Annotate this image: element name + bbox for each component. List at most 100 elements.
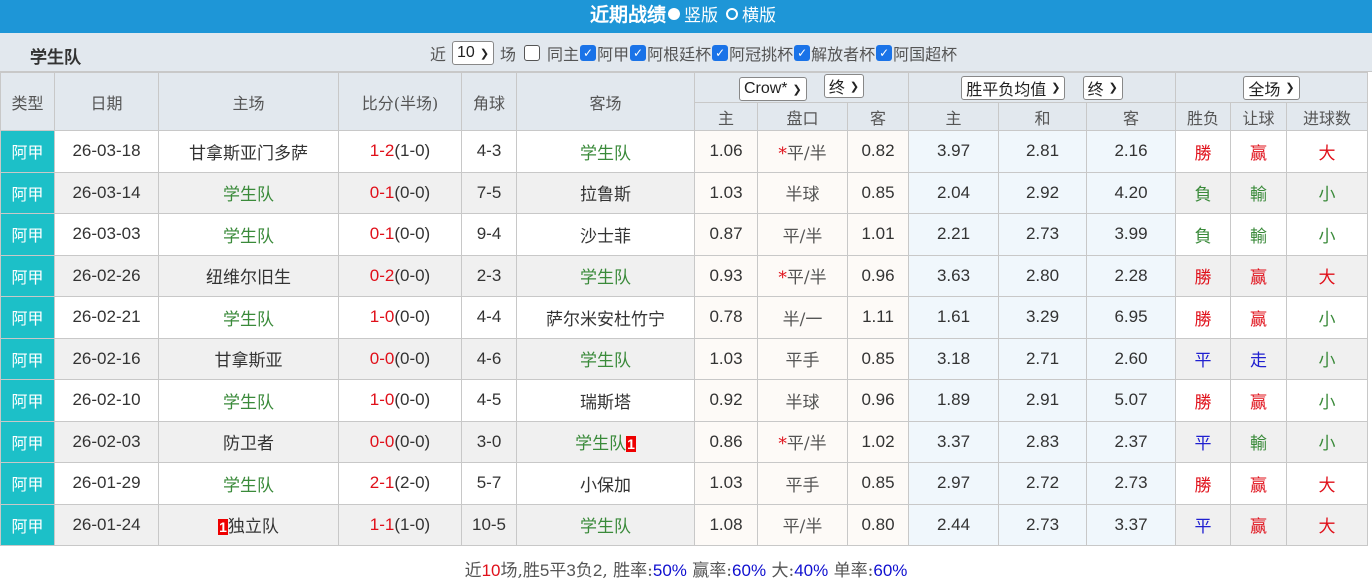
summary-text: 大: [766,561,795,581]
match-score[interactable]: 0-1(0-0) [338,171,462,214]
away-team[interactable]: 学生队 [516,130,695,173]
handicap-line: 平手 [757,337,848,380]
table-row[interactable]: 阿甲 26-01-24 1独立队 1-1(1-0) 10-5 学生队 1.08 平/半 0.80… [0,503,1369,546]
match-type[interactable]: 阿甲 [0,213,55,256]
handicap-line: *平/半 [757,254,848,297]
competition-checkbox-1[interactable]: ✓ [630,45,647,61]
summary: 近10场,胜5平3负2, 胜率:50% 赢率:60% 大:40% 单率:60% [0,546,1372,581]
table-row[interactable]: 阿甲 26-02-21 学生队 1-0(0-0) 4-4 萨尔米安杜竹宁 0.78 半/一 1.… [0,296,1369,339]
handicap-company-select[interactable]: Crow* ❯ [738,77,807,101]
handicap-line: 平/半 [757,503,848,546]
home-team[interactable]: 甘拿斯亚门多萨 [158,130,339,173]
away-team[interactable]: 沙士菲 [516,213,695,256]
match-score[interactable]: 0-1(0-0) [338,213,462,256]
match-score[interactable]: 0-2(0-0) [338,254,462,297]
away-team[interactable]: 学生队 [516,254,695,297]
home-team[interactable]: 学生队 [158,462,339,505]
match-type[interactable]: 阿甲 [0,379,55,422]
layout-radio-vertical[interactable] [668,8,680,20]
handicap-away-odds: 0.85 [846,171,910,214]
table-row[interactable]: 阿甲 26-02-26 纽维尔旧生 0-2(0-0) 2-3 学生队 0.93 *平/半 0.9… [0,254,1369,297]
home-team[interactable]: 甘拿斯亚 [158,337,339,380]
chevron-down-icon: ❯ [1051,82,1061,94]
match-type[interactable]: 阿甲 [0,296,55,339]
competition-checkbox-2[interactable]: ✓ [712,45,729,61]
summary-text: 负 [575,561,593,581]
home-team[interactable]: 学生队 [158,296,339,339]
match-score[interactable]: 1-0(0-0) [338,296,462,339]
match-score[interactable]: 1-1(1-0) [338,503,462,546]
match-score[interactable]: 1-2(1-0) [338,130,462,173]
header-odds-draw: 和 [998,102,1088,131]
select-value: 终 [828,80,845,97]
odds-draw: 2.72 [998,462,1088,505]
odds-home: 2.97 [908,462,1000,505]
red-card-badge: 1 [626,436,636,453]
select-value: Crow* [743,80,788,97]
match-type[interactable]: 阿甲 [0,503,55,546]
handicap-stage-select[interactable]: 终 ❯ [823,74,865,98]
layout-radio-horizontal[interactable] [726,8,738,20]
handicap-away-odds: 0.96 [846,254,910,297]
away-team[interactable]: 萨尔米安杜竹宁 [516,296,695,339]
period-select[interactable]: 全场 ❯ [1243,75,1300,100]
home-team[interactable]: 防卫者 [158,420,339,463]
handicap-home-odds: 1.08 [694,503,758,546]
match-score[interactable]: 1-0(0-0) [338,379,462,422]
odds-away: 2.73 [1086,462,1177,505]
home-team[interactable]: 学生队 [158,213,339,256]
match-type[interactable]: 阿甲 [0,130,55,173]
away-team[interactable]: 学生队1 [516,420,695,463]
result-goals: 小 [1286,379,1369,422]
away-team[interactable]: 学生队 [516,503,695,546]
match-type[interactable]: 阿甲 [0,171,55,214]
home-team-name: 学生队 [223,226,274,247]
table-row[interactable]: 阿甲 26-01-29 学生队 2-1(2-0) 5-7 小保加 1.03 平手 0.85 2.9… [0,462,1369,505]
odds-stage-select[interactable]: 终 ❯ [1082,75,1123,100]
odds-type-select[interactable]: 胜平负均值 ❯ [961,75,1066,100]
table-row[interactable]: 阿甲 26-02-03 防卫者 0-0(0-0) 3-0 学生队1 0.86 *平/半 1.02… [0,420,1369,463]
away-team[interactable]: 学生队 [516,337,695,380]
away-team[interactable]: 瑞斯塔 [516,379,695,422]
match-type[interactable]: 阿甲 [0,420,55,463]
handicap-away-odds: 0.80 [846,503,910,546]
away-team[interactable]: 拉鲁斯 [516,171,695,214]
competition-checkbox-0[interactable]: ✓ [580,45,597,61]
away-team[interactable]: 小保加 [516,462,695,505]
header-score: 比分(半场) [338,72,462,131]
header-handicap-line: 盘口 [757,102,848,131]
competition-checkbox-3[interactable]: ✓ [794,45,811,61]
match-score[interactable]: 0-0(0-0) [338,420,462,463]
table-row[interactable]: 阿甲 26-03-03 学生队 0-1(0-0) 9-4 沙士菲 0.87 平/半 1.01 2.… [0,213,1369,256]
match-type[interactable]: 阿甲 [0,337,55,380]
table-row[interactable]: 阿甲 26-03-18 甘拿斯亚门多萨 1-2(1-0) 4-3 学生队 1.06 *平/半 0… [0,130,1369,173]
select-value: 胜平负均值 [966,81,1047,99]
odds-draw: 2.73 [998,213,1088,256]
competition-checkbox-4[interactable]: ✓ [876,45,893,61]
away-team-name: 学生队 [580,143,631,164]
home-team[interactable]: 学生队 [158,379,339,422]
table-row[interactable]: 阿甲 26-03-14 学生队 0-1(0-0) 7-5 拉鲁斯 1.03 半球 0.85 2.0… [0,171,1369,214]
away-team-name: 学生队 [575,434,627,455]
match-date: 26-01-24 [54,503,159,546]
match-history-table: 类型 日期 主场 比分(半场) 角球 客场 Crow* ❯ 终 ❯ 胜平负均值 ❯ 终… [0,72,1369,546]
handicap-line-value: 平/半 [782,517,823,538]
odds-draw: 2.81 [998,130,1088,173]
table-row[interactable]: 阿甲 26-02-10 学生队 1-0(0-0) 4-5 瑞斯塔 0.92 半球 0.96 1.8… [0,379,1369,422]
same-home-checkbox[interactable] [524,45,541,61]
match-score[interactable]: 2-1(2-0) [338,462,462,505]
result-win-loss: 負 [1175,213,1232,256]
odds-home: 2.21 [908,213,1000,256]
match-date: 26-02-10 [54,379,159,422]
game-count-select[interactable]: 10 ❯ [452,41,495,65]
home-team[interactable]: 学生队 [158,171,339,214]
match-type[interactable]: 阿甲 [0,462,55,505]
home-team[interactable]: 纽维尔旧生 [158,254,339,297]
match-type[interactable]: 阿甲 [0,254,55,297]
layout-option-horizontal[interactable]: 横版 [742,6,776,26]
match-score[interactable]: 0-0(0-0) [338,337,462,380]
table-row[interactable]: 阿甲 26-02-16 甘拿斯亚 0-0(0-0) 4-6 学生队 1.03 平手 0.85 3.… [0,337,1369,380]
layout-option-vertical[interactable]: 竖版 [684,6,718,26]
home-team[interactable]: 1独立队 [158,503,339,546]
home-team-name: 学生队 [223,185,274,206]
